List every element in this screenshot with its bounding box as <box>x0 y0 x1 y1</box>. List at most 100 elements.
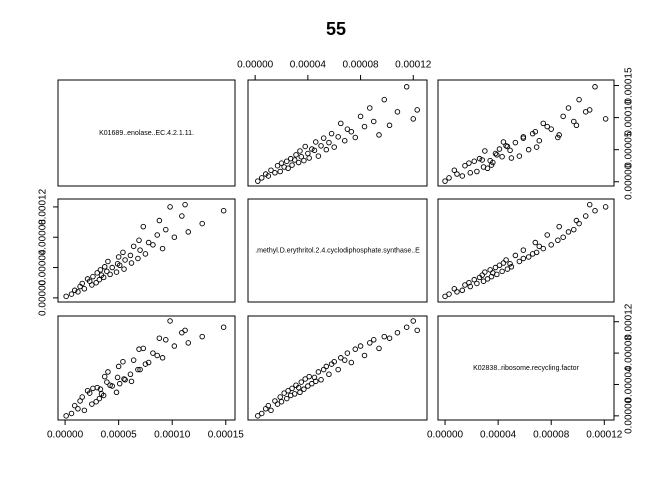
point <box>167 318 173 324</box>
point <box>313 378 319 385</box>
point <box>576 220 582 227</box>
point <box>96 276 103 283</box>
point <box>284 158 290 164</box>
point <box>268 167 274 173</box>
point <box>63 413 69 419</box>
point <box>68 410 75 417</box>
point <box>116 380 123 387</box>
point <box>335 134 341 140</box>
point <box>114 374 121 381</box>
point <box>357 113 364 120</box>
x-tick-label: 0.00004 <box>480 430 517 441</box>
point <box>525 254 532 260</box>
x-tick-label: 0.00004 <box>290 60 327 71</box>
point <box>544 123 550 130</box>
point <box>291 157 298 163</box>
panel-frame <box>247 315 428 421</box>
point <box>410 116 417 122</box>
y-tick-label: 0.00010 <box>624 99 635 136</box>
point <box>370 337 377 343</box>
point <box>71 287 78 294</box>
point <box>163 337 169 343</box>
point <box>582 213 589 219</box>
point <box>341 137 348 144</box>
point <box>474 168 480 175</box>
point <box>150 350 156 356</box>
point <box>573 122 580 129</box>
point <box>130 357 137 363</box>
x-tick-label: 0.00008 <box>342 60 379 71</box>
point <box>496 146 503 152</box>
point <box>272 170 278 176</box>
point <box>386 122 393 129</box>
variable-label: K01689..enolase..EC.4.2.1.11. <box>99 130 194 137</box>
point <box>145 239 152 246</box>
point <box>520 134 527 140</box>
point <box>305 383 311 389</box>
x-tick-label: 0.00012 <box>395 60 432 71</box>
point <box>154 232 160 238</box>
point <box>313 139 319 145</box>
point <box>370 118 377 125</box>
y-tick-label: 0.00000 <box>38 279 49 316</box>
y-tick-label: 0.00008 <box>38 219 49 256</box>
point <box>525 146 532 153</box>
point <box>115 363 122 370</box>
point <box>573 217 580 224</box>
point <box>348 128 355 135</box>
point <box>135 255 141 262</box>
point <box>145 359 152 366</box>
y-tick-label: 0.00004 <box>38 249 49 286</box>
point <box>109 264 115 271</box>
point <box>462 162 468 169</box>
point <box>142 251 149 257</box>
point <box>167 204 173 210</box>
point <box>482 269 488 275</box>
point <box>446 175 452 181</box>
point <box>278 160 285 166</box>
point <box>459 173 466 179</box>
point <box>381 333 388 340</box>
point <box>113 389 120 396</box>
point <box>79 280 85 287</box>
point <box>185 340 192 346</box>
point <box>130 243 137 250</box>
point <box>255 413 261 419</box>
point <box>84 387 91 394</box>
point <box>105 369 111 375</box>
point <box>284 395 290 402</box>
point <box>137 366 143 373</box>
point <box>309 146 315 152</box>
point <box>338 120 344 127</box>
point <box>479 272 485 278</box>
panel-frame <box>437 198 615 303</box>
point <box>348 359 355 366</box>
point <box>503 257 509 263</box>
point <box>480 278 487 284</box>
point <box>159 355 166 361</box>
point <box>602 116 609 122</box>
point <box>394 109 401 115</box>
point <box>476 155 483 162</box>
point <box>318 143 324 149</box>
point <box>540 245 547 252</box>
point <box>352 134 359 141</box>
x-tick-label: 0.00012 <box>586 430 623 441</box>
point <box>516 258 523 265</box>
point <box>289 385 295 392</box>
point <box>532 128 539 135</box>
point <box>520 255 527 262</box>
point <box>532 239 539 246</box>
x-tick-label: 0.00000 <box>427 430 464 441</box>
x-tick-label: 0.00000 <box>237 60 274 71</box>
point <box>556 132 562 138</box>
point <box>115 254 122 260</box>
point <box>293 152 299 158</box>
point <box>586 201 593 208</box>
point <box>140 345 147 352</box>
point <box>556 223 562 230</box>
point <box>140 223 147 230</box>
point <box>451 167 458 173</box>
point <box>274 401 281 407</box>
